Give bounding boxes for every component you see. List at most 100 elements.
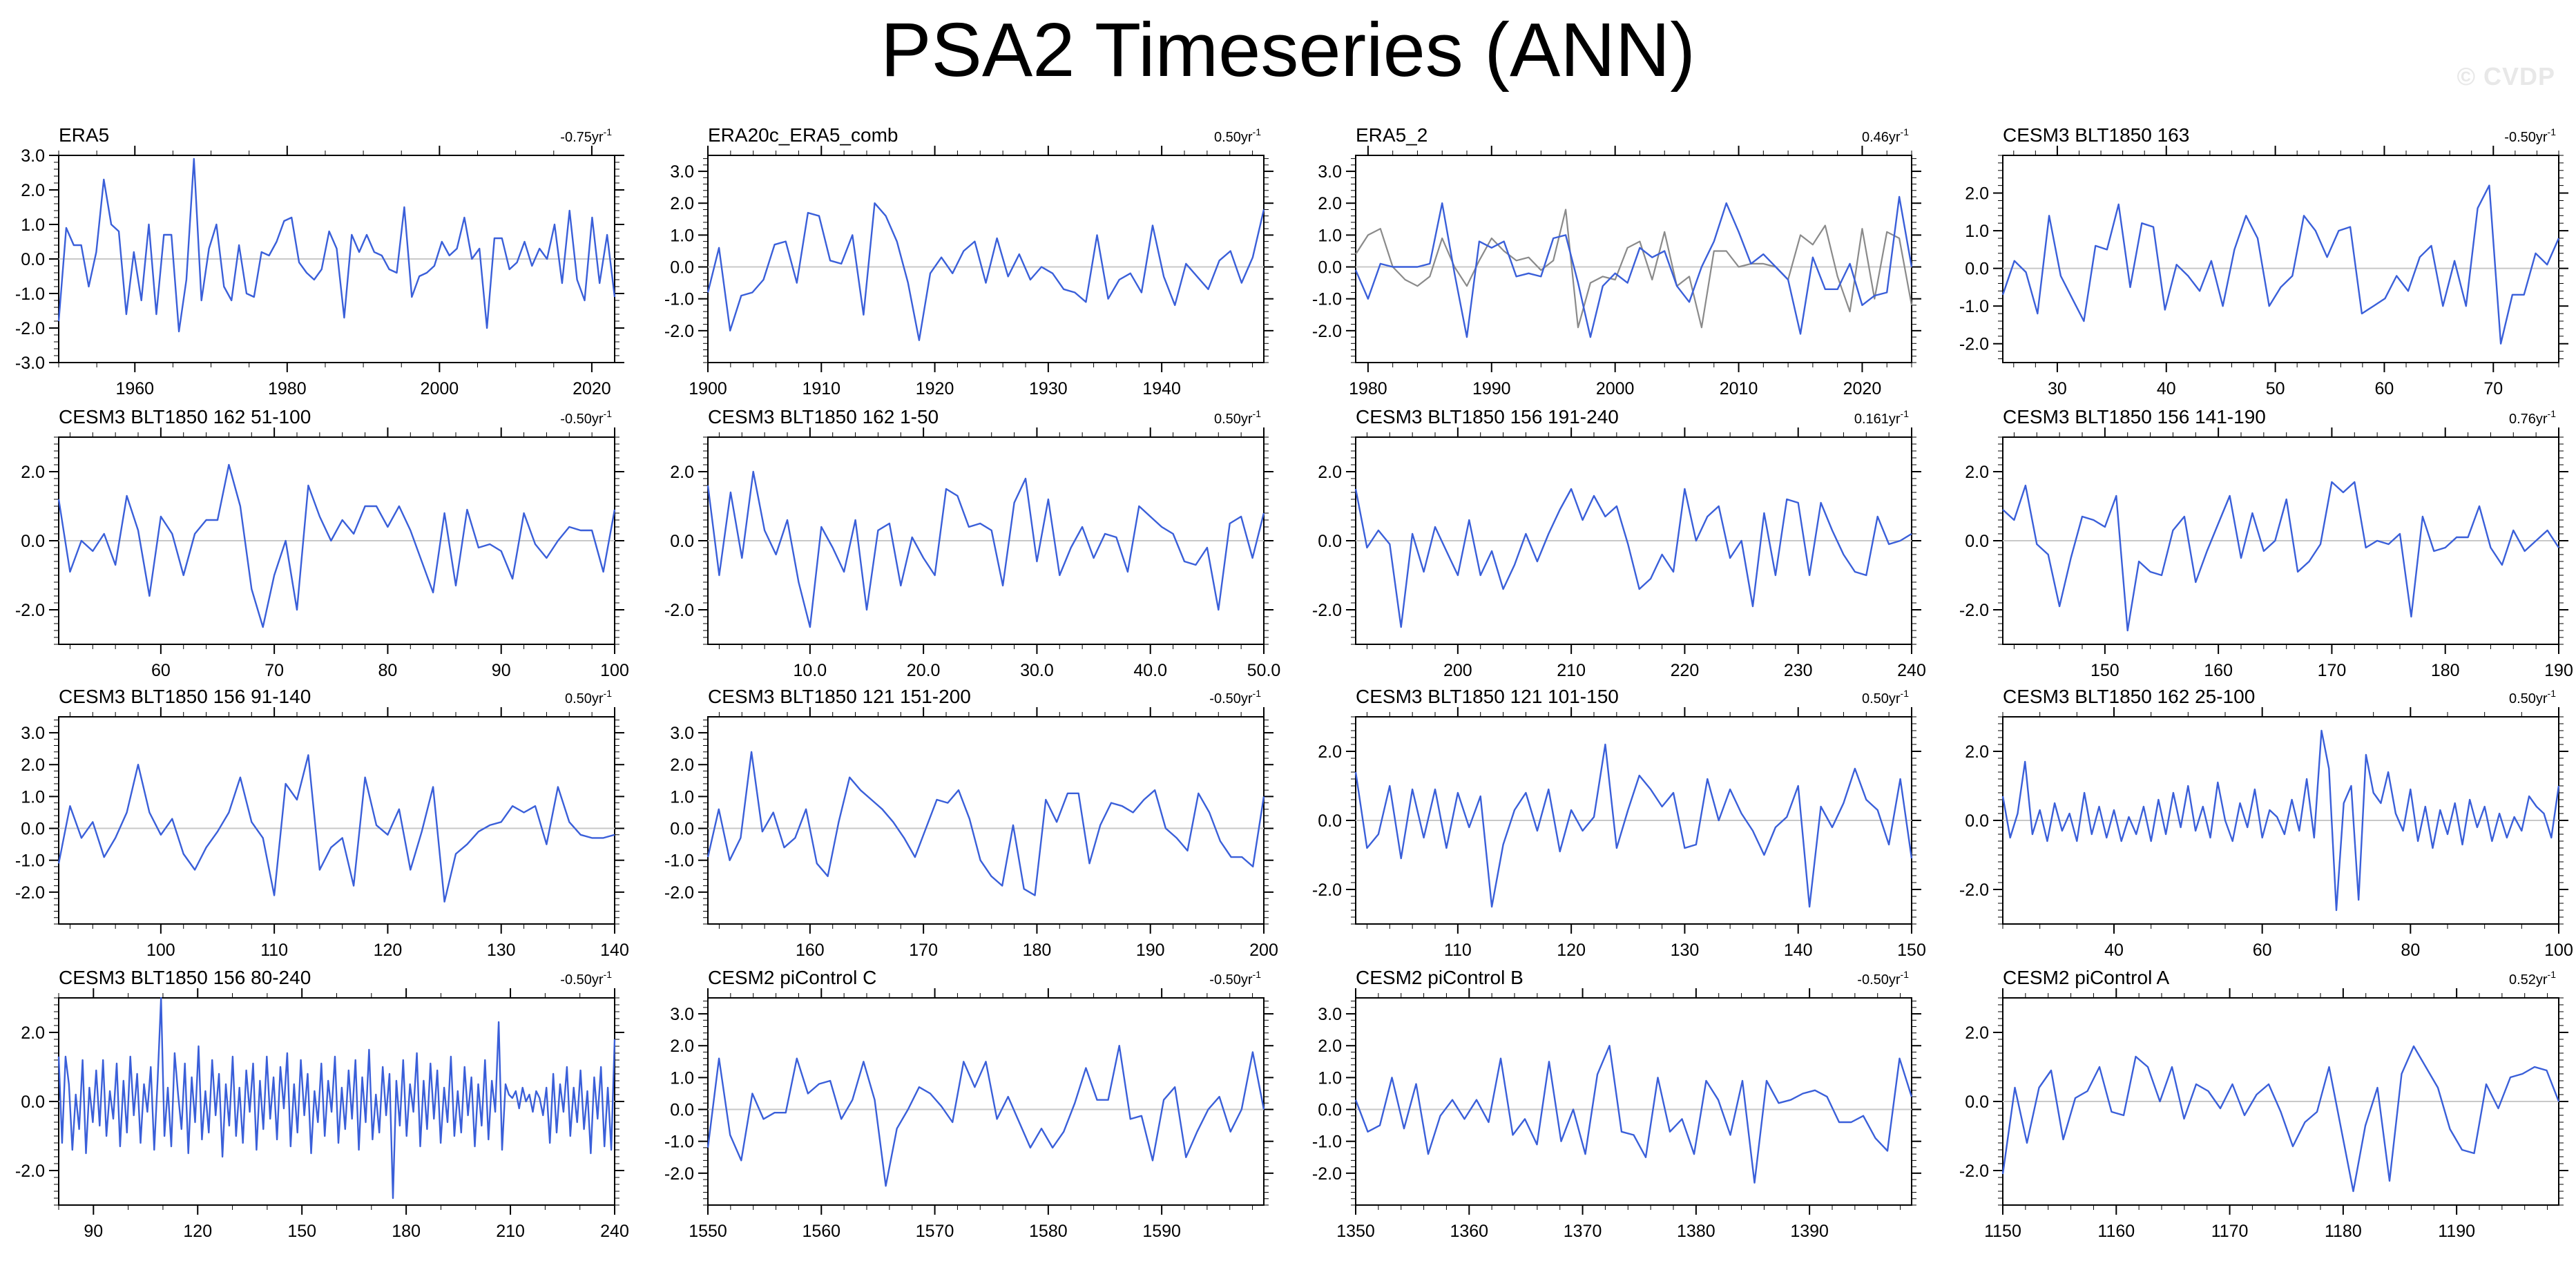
series-line — [57, 463, 616, 628]
panel-title: CESM3 BLT1850 121 151-200 — [708, 686, 971, 707]
x-tick-label: 2020 — [573, 379, 611, 398]
x-tick-label: 150 — [2090, 661, 2120, 680]
x-tick-label: 1350 — [1336, 1222, 1375, 1241]
trend-label: 0.50yr-1 — [565, 688, 612, 706]
y-tick-label: 3.0 — [21, 146, 45, 166]
y-tick-label: -2.0 — [664, 1164, 694, 1184]
panel-frame — [2002, 155, 2559, 363]
x-tick-label: 1150 — [1984, 1222, 2021, 1241]
series-line — [1354, 743, 1913, 908]
trend-exponent: -1 — [1253, 408, 1262, 419]
x-tick-label: 50.0 — [1247, 661, 1281, 680]
x-tick-label: 230 — [1784, 661, 1813, 680]
x-tick-label: 1930 — [1029, 379, 1068, 398]
x-tick-label: 210 — [496, 1222, 525, 1241]
trend-label: -0.50yr-1 — [1209, 969, 1261, 988]
cvdp-watermark: © CVDP — [2457, 62, 2555, 90]
y-tick-label: -2.0 — [664, 322, 694, 341]
x-tick-label: 170 — [909, 941, 938, 960]
trend-value: 0.161yr — [1854, 412, 1901, 427]
y-tick-label: -2.0 — [15, 883, 45, 903]
y-tick-label: 0.0 — [21, 1092, 45, 1112]
panel-11: CESM3 BLT1850 121 101-150 0.50yr-1 -2.0 0.0… — [1312, 686, 1926, 960]
y-tick-label: 2.0 — [1965, 1023, 1989, 1043]
y-tick-label: 2.0 — [1318, 1037, 1342, 1056]
y-tick-label: 2.0 — [670, 1037, 694, 1056]
panel-title: CESM3 BLT1850 156 80-240 — [59, 967, 311, 988]
x-tick-label: 60 — [2253, 941, 2272, 960]
trend-value: 0.76yr — [2509, 412, 2548, 427]
x-tick-label: 1900 — [689, 379, 727, 398]
panel-12: CESM3 BLT1850 162 25-100 0.50yr-1 -2.0 0.0 2… — [1959, 686, 2573, 960]
y-tick-label: -2.0 — [664, 883, 694, 903]
x-tick-label: 160 — [2204, 661, 2233, 680]
trend-value: -0.50yr — [1857, 972, 1901, 988]
panel-3: ERA5_2 0.46yr-1 -2.0 -1.0 0.0 1.0 2.0 3.0 1980 19… — [1312, 124, 1921, 398]
panel-5: CESM3 BLT1850 162 51-100 -0.50yr-1 -2.0 0.0… — [15, 406, 629, 680]
y-tick-label: 2.0 — [1965, 463, 1989, 482]
y-tick-label: 2.0 — [670, 194, 694, 213]
trend-label: 0.50yr-1 — [2509, 688, 2556, 706]
trend-exponent: -1 — [604, 969, 613, 980]
x-tick-label: 110 — [260, 941, 288, 960]
x-tick-label: 1980 — [268, 379, 307, 398]
trend-exponent: -1 — [1253, 969, 1262, 980]
panel-13: CESM3 BLT1850 156 80-240 -0.50yr-1 -2.0 0.0… — [15, 967, 629, 1241]
reference-series-line — [1355, 209, 1913, 329]
x-tick-label: 100 — [600, 661, 629, 680]
panel-title: CESM3 BLT1850 162 25-100 — [2003, 686, 2255, 707]
panel-frame — [707, 716, 1265, 925]
x-tick-label: 180 — [392, 1222, 421, 1241]
y-tick-label: 0.0 — [670, 532, 694, 551]
y-tick-label: 0.0 — [1965, 1092, 1989, 1112]
y-tick-label: 1.0 — [670, 1068, 694, 1088]
y-tick-label: 3.0 — [670, 162, 694, 182]
x-tick-label: 2000 — [1596, 379, 1635, 398]
panel-title: CESM2 piControl A — [2003, 967, 2170, 988]
y-tick-label: 3.0 — [21, 724, 45, 743]
page-title: PSA2 Timeseries (ANN) — [881, 8, 1695, 93]
x-tick-label: 60 — [151, 661, 171, 680]
x-tick-label: 40.0 — [1133, 661, 1167, 680]
series-line — [2001, 729, 2560, 912]
x-tick-label: 220 — [1671, 661, 1700, 680]
x-tick-label: 170 — [2318, 661, 2347, 680]
trend-label: 0.52yr-1 — [2509, 969, 2556, 988]
trend-exponent: -1 — [1901, 126, 1910, 137]
y-tick-label: 0.0 — [21, 250, 45, 269]
trend-label: -0.75yr-1 — [560, 126, 612, 145]
trend-value: 0.50yr — [1214, 412, 1253, 427]
trend-value: -0.50yr — [560, 412, 604, 427]
y-tick-label: -1.0 — [15, 851, 45, 871]
x-tick-label: 1570 — [916, 1222, 954, 1241]
x-tick-label: 1960 — [115, 379, 154, 398]
x-tick-label: 1560 — [802, 1222, 840, 1241]
x-tick-label: 50 — [2266, 379, 2285, 398]
x-tick-label: 210 — [1557, 661, 1586, 680]
y-tick-label: 1.0 — [21, 215, 45, 235]
x-tick-label: 120 — [374, 941, 403, 960]
trend-exponent: -1 — [2548, 126, 2557, 137]
series-line — [707, 202, 1265, 341]
x-tick-label: 10.0 — [794, 661, 827, 680]
trend-exponent: -1 — [2548, 408, 2557, 419]
x-tick-label: 160 — [796, 941, 825, 960]
trend-exponent: -1 — [604, 126, 613, 137]
trend-exponent: -1 — [1253, 688, 1262, 699]
series-line — [2001, 1045, 2560, 1193]
trend-value: 0.52yr — [2509, 972, 2548, 988]
y-tick-label: 2.0 — [1318, 742, 1342, 762]
x-tick-label: 100 — [2544, 941, 2573, 960]
trend-value: -0.50yr — [560, 972, 604, 988]
y-tick-label: 0.0 — [1318, 258, 1342, 278]
x-tick-label: 240 — [600, 1222, 629, 1241]
panel-title: CESM2 piControl C — [708, 967, 876, 988]
x-tick-label: 1370 — [1564, 1222, 1602, 1241]
trend-label: 0.50yr-1 — [1214, 126, 1261, 145]
y-tick-label: -1.0 — [1312, 290, 1342, 309]
x-tick-label: 90 — [492, 661, 511, 680]
y-tick-label: 2.0 — [1318, 194, 1342, 213]
x-tick-label: 1180 — [2325, 1222, 2362, 1241]
panel-frame — [58, 716, 615, 925]
x-tick-label: 140 — [1784, 941, 1813, 960]
